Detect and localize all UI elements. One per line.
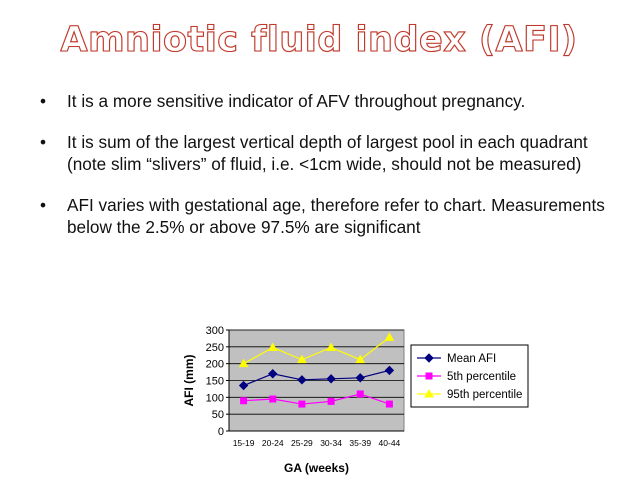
legend-label: 5th percentile [447, 371, 516, 383]
data-point [327, 397, 335, 405]
y-tick-label: 250 [206, 342, 224, 354]
data-point [298, 400, 306, 408]
bullet-marker: • [40, 132, 47, 152]
data-point [385, 400, 393, 408]
bullet-item: • It is sum of the largest vertical dept… [40, 131, 615, 175]
data-point [297, 375, 307, 385]
bullet-item: • It is a more sensitive indicator of AF… [40, 90, 615, 112]
data-point [240, 397, 248, 405]
series-line [243, 336, 390, 365]
data-point [326, 342, 336, 352]
legend-marker [425, 372, 433, 380]
data-point [297, 354, 307, 364]
bullet-marker: • [40, 195, 47, 215]
y-axis-label: AFI (mm) [182, 355, 196, 407]
x-tick-label: 35-39 [349, 438, 371, 448]
y-tick-label: 150 [206, 376, 224, 388]
bullet-text: It is sum of the largest vertical depth … [67, 132, 588, 174]
bullet-list: • It is a more sensitive indicator of AF… [40, 90, 615, 238]
data-point [384, 365, 395, 376]
data-point [268, 369, 278, 379]
x-tick-label: 30-34 [320, 438, 342, 448]
legend-marker [424, 388, 434, 398]
y-tick-label: 100 [206, 392, 224, 404]
chart-svg: 0 50 100 150 200 250 300 15-19 20-24 25-29 30-34 35… [182, 325, 529, 475]
data-point [384, 332, 395, 341]
bullet-text: It is a more sensitive indicator of AFV … [67, 91, 526, 111]
y-tick-label: 50 [212, 409, 224, 421]
bullet-item: • AFI varies with gestational age, there… [40, 194, 615, 238]
legend-label: Mean AFI [447, 353, 496, 365]
series-line [243, 393, 390, 405]
slide-title: Amniotic fluid index (AFI) [60, 19, 578, 60]
data-point [356, 390, 364, 398]
data-point [269, 395, 277, 403]
data-point [326, 374, 336, 384]
y-tick-label: 0 [218, 426, 224, 438]
y-tick-label: 200 [206, 359, 224, 371]
x-tick-label: 40-44 [379, 438, 401, 448]
x-axis-label: GA (weeks) [284, 461, 349, 475]
bullet-text: AFI varies with gestational age, therefo… [67, 195, 605, 237]
series-line [243, 369, 390, 387]
legend-label: 95th percentile [447, 389, 522, 401]
data-point [267, 342, 278, 352]
data-point [238, 380, 249, 391]
y-tick-label: 300 [206, 325, 224, 337]
data-point [355, 354, 366, 364]
data-point [238, 358, 249, 368]
x-tick-label: 15-19 [233, 438, 255, 448]
legend-marker [424, 353, 434, 363]
x-tick-label: 20-24 [262, 438, 284, 448]
x-tick-label: 25-29 [291, 438, 313, 448]
afi-chart: 0 50 100 150 200 250 300 15-19 20-24 25-29 30-34 35… [163, 321, 534, 479]
data-point [355, 373, 365, 383]
bullet-marker: • [40, 91, 47, 111]
